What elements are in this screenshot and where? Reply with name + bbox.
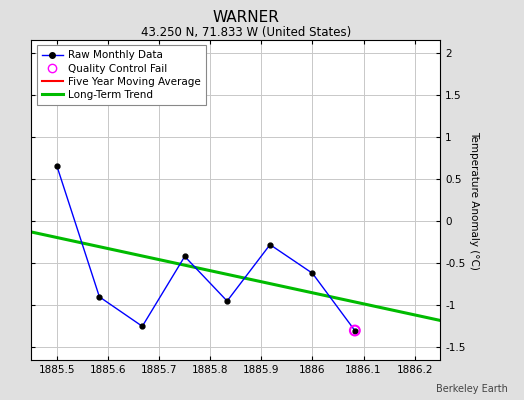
Legend: Raw Monthly Data, Quality Control Fail, Five Year Moving Average, Long-Term Tren: Raw Monthly Data, Quality Control Fail, … bbox=[37, 45, 206, 105]
Text: WARNER: WARNER bbox=[213, 10, 280, 25]
Text: 43.250 N, 71.833 W (United States): 43.250 N, 71.833 W (United States) bbox=[141, 26, 352, 39]
Y-axis label: Temperature Anomaly (°C): Temperature Anomaly (°C) bbox=[470, 130, 479, 270]
Text: Berkeley Earth: Berkeley Earth bbox=[436, 384, 508, 394]
Point bbox=[351, 327, 359, 334]
